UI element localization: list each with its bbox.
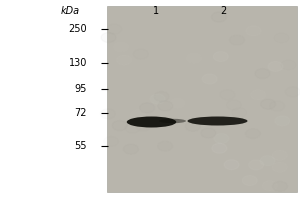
Text: 72: 72 [74,108,87,118]
Ellipse shape [188,116,248,126]
Ellipse shape [127,116,176,128]
Ellipse shape [159,119,186,123]
Text: 250: 250 [68,24,87,34]
Text: 2: 2 [220,6,226,16]
Text: 95: 95 [75,84,87,94]
Text: 55: 55 [74,141,87,151]
Bar [106,6,297,192]
Text: 130: 130 [69,58,87,68]
Text: kDa: kDa [60,6,80,16]
Text: 1: 1 [153,6,159,16]
